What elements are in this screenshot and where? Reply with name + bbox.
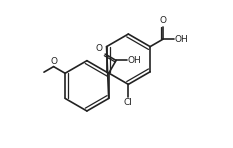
Text: O: O	[159, 16, 166, 25]
Text: OH: OH	[128, 56, 142, 65]
Text: O: O	[50, 57, 57, 66]
Text: OH: OH	[175, 35, 188, 44]
Text: Cl: Cl	[124, 98, 133, 107]
Text: O: O	[96, 44, 103, 53]
